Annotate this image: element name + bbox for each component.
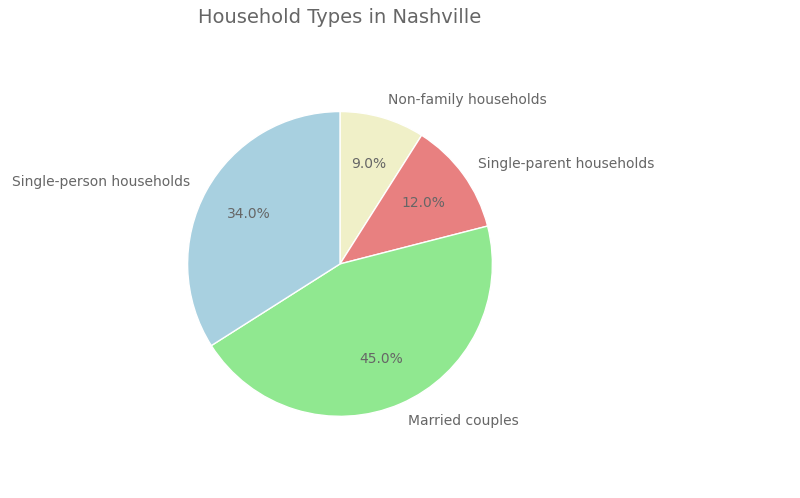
- Wedge shape: [340, 112, 422, 264]
- Text: 9.0%: 9.0%: [351, 157, 386, 171]
- Text: 34.0%: 34.0%: [227, 207, 271, 221]
- Text: Single-parent households: Single-parent households: [478, 156, 654, 171]
- Text: Married couples: Married couples: [408, 413, 518, 428]
- Title: Household Types in Nashville: Household Types in Nashville: [198, 8, 482, 27]
- Text: 12.0%: 12.0%: [402, 196, 446, 210]
- Text: 45.0%: 45.0%: [359, 352, 403, 366]
- Wedge shape: [188, 112, 340, 346]
- Text: Non-family households: Non-family households: [388, 93, 546, 107]
- Wedge shape: [340, 135, 488, 264]
- Wedge shape: [211, 226, 492, 416]
- Text: Single-person households: Single-person households: [12, 175, 190, 189]
